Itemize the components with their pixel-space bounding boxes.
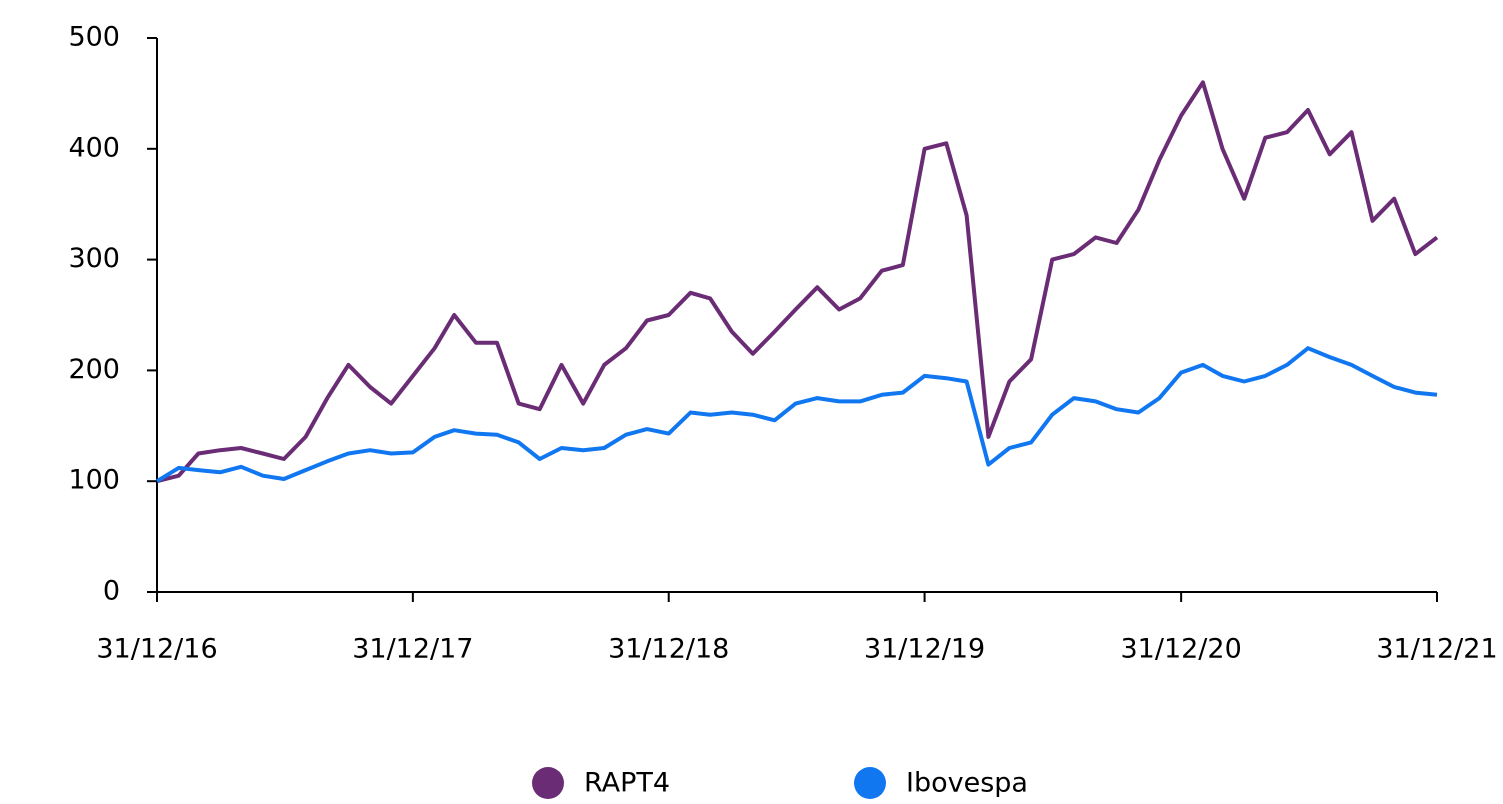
legend-swatch	[532, 767, 564, 799]
y-tick-label: 0	[103, 576, 120, 607]
series-line	[156, 80, 1439, 484]
legend-label: RAPT4	[584, 768, 670, 799]
y-tick-label: 200	[68, 354, 120, 385]
legend-label: Ibovespa	[906, 768, 1028, 799]
y-tick-label: 500	[68, 22, 120, 53]
y-tick-label: 100	[68, 465, 120, 496]
y-tick-label: 400	[68, 132, 120, 163]
series-line	[155, 346, 1438, 483]
x-tick-label: 31/12/17	[352, 634, 473, 665]
legend-swatch	[854, 767, 886, 799]
x-tick-label: 31/12/21	[1376, 634, 1497, 665]
y-tick-label: 300	[68, 243, 120, 274]
x-tick-label: 31/12/18	[608, 634, 729, 665]
x-tick-label: 31/12/20	[1121, 634, 1242, 665]
x-tick-label: 31/12/19	[864, 634, 985, 665]
x-tick-label: 31/12/16	[96, 634, 217, 665]
